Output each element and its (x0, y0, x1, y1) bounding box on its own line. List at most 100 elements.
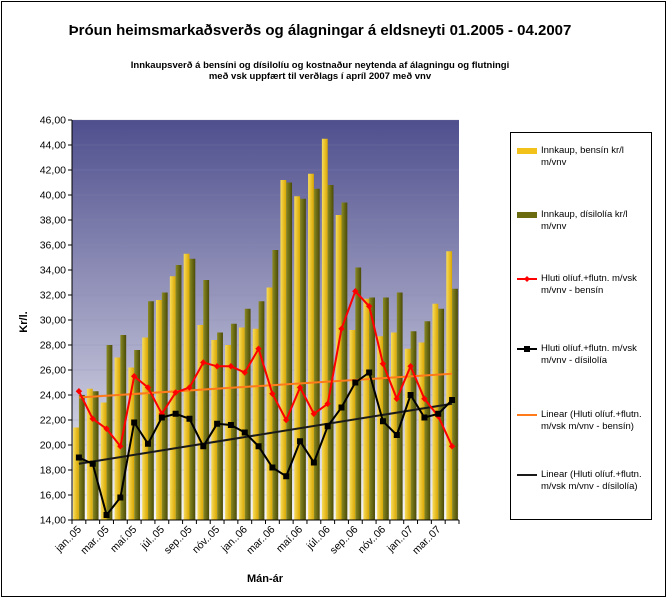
marker-disil (379, 418, 386, 425)
bar-bensin (197, 325, 204, 520)
marker-disil (310, 459, 317, 466)
marker-bensin (324, 400, 331, 407)
marker-disil (407, 392, 414, 398)
y-tick-label: 28,00 (40, 340, 66, 352)
legend-label-bensin-bar: Innkaup, bensín kr/l m/vnv (541, 145, 624, 168)
y-tick-label: 34,00 (40, 265, 66, 277)
marker-bensin (255, 345, 262, 352)
y-tick-label: 18,00 (40, 465, 66, 477)
x-tick-label: nóv..05 (190, 524, 222, 556)
bar-bensin (73, 427, 79, 520)
marker-disil (449, 397, 456, 403)
marker-disil (297, 438, 304, 445)
line-disil (78, 370, 453, 518)
marker-disil (200, 443, 207, 450)
y-tick-label: 24,00 (40, 390, 66, 402)
bar-disil (313, 188, 320, 520)
legend-label-bensin-line: Hluti olíuf.+flutn. m/vsk m/vnv - bensín (541, 273, 637, 296)
legend-label-disil-bar: Innkaup, dísilolía kr/l m/vnv (541, 209, 628, 232)
marker-disil (393, 432, 400, 438)
bar-bensin (349, 330, 356, 520)
line-bensin (78, 289, 454, 449)
chart-subtitle-line2: með vsk uppfært til verðlags í apríl 200… (208, 71, 432, 82)
marker-bensin (130, 373, 138, 380)
x-tick-label: nóv..06 (356, 524, 388, 556)
y-tick-label: 36,00 (40, 240, 66, 252)
trend-line-disil (78, 402, 453, 465)
y-tick-label: 30,00 (40, 315, 66, 327)
bar-bensin (404, 348, 411, 520)
chart-legend: Innkaup, bensín kr/l m/vnv Innkaup, dísi… (510, 132, 652, 520)
marker-disil (103, 512, 110, 518)
marker-disil (435, 410, 442, 417)
marker-disil (352, 379, 359, 386)
marker-bensin (200, 359, 207, 366)
marker-bensin (379, 360, 387, 367)
bar-disil (244, 308, 251, 520)
y-axis-label: Kr/l. (18, 311, 30, 332)
bar-disil (92, 391, 99, 520)
bar-disil (286, 182, 293, 520)
bar-bensin (266, 287, 273, 520)
bar-disil (148, 301, 154, 520)
marker-disil (241, 429, 248, 436)
marker-bensin (296, 384, 304, 391)
marker-bensin (227, 363, 235, 370)
marker-bensin (186, 384, 193, 391)
marker-bensin (269, 390, 276, 397)
legend-label-bensin-trend: Linear (Hluti olíuf.+flutn. m/vsk m/vnv … (541, 409, 642, 432)
y-tick-label: 40,00 (40, 190, 66, 202)
marker-bensin (213, 363, 221, 370)
marker-disil (186, 415, 193, 422)
bar-disil (327, 185, 334, 520)
marker-disil (255, 443, 262, 450)
y-tick-label: 44,00 (40, 140, 66, 152)
bar-bensin (183, 253, 190, 520)
bar-bensin (252, 328, 259, 520)
bar-bensin (114, 357, 121, 520)
marker-bensin (352, 288, 359, 295)
marker-bensin (393, 395, 401, 402)
chart-title: Þróun heimsmarkaðsverðs og álagningar á … (68, 22, 572, 39)
marker-disil (227, 422, 234, 428)
y-tick-label: 14,00 (40, 515, 66, 527)
legend-key-bensin-trend (517, 414, 537, 416)
x-tick-label: maí.05 (108, 524, 139, 555)
x-tick-label: mar..07 (410, 524, 443, 557)
marker-disil (214, 420, 221, 427)
x-axis-label: Mán-ár (247, 573, 284, 585)
marker-disil (366, 369, 373, 376)
x-tick-label: mar..05 (78, 524, 111, 557)
bar-disil (452, 288, 458, 520)
bar-disil (396, 292, 403, 520)
marker-bensin (75, 388, 83, 395)
x-tick-label: mar..06 (244, 524, 277, 557)
marker-bensin (365, 303, 373, 310)
marker-disil (158, 414, 165, 421)
bar-bensin (377, 336, 383, 520)
marker-disil (172, 410, 179, 417)
bar-disil (382, 297, 389, 520)
bar-disil (410, 331, 417, 520)
bar-disil (161, 292, 168, 520)
y-tick-label: 32,00 (40, 290, 66, 302)
bar-disil (230, 323, 237, 520)
marker-bensin (103, 425, 110, 432)
x-tick-label: sep..05 (162, 524, 195, 557)
chart-subtitle-line1: Innkaupsverð á bensíni og dísilolíu og k… (130, 60, 510, 71)
legend-key-bensin-line (517, 276, 537, 282)
marker-bensin (310, 410, 318, 417)
marker-bensin (89, 415, 96, 422)
bar-disil (258, 301, 265, 520)
bar-disil (355, 267, 362, 520)
bar-bensin (225, 345, 231, 520)
marker-disil (421, 414, 428, 421)
bar-disil (203, 280, 210, 520)
legend-label-disil-trend: Linear (Hluti olíuf.+flutn. m/vsk m/vnv … (541, 469, 642, 492)
bar-bensin (321, 138, 328, 520)
legend-key-disil-trend (517, 474, 537, 476)
bar-disil (341, 202, 348, 520)
bar-disil (134, 350, 141, 520)
marker-disil (338, 404, 345, 411)
